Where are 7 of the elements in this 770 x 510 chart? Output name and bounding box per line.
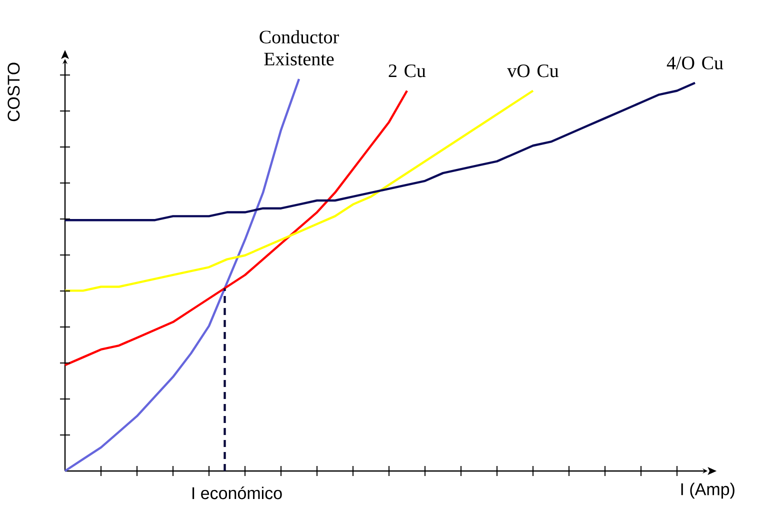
series-label: vO Cu bbox=[507, 64, 559, 78]
series-label: 4/O Cu bbox=[666, 56, 724, 70]
text: I económico bbox=[192, 486, 282, 500]
series-label: 2 Cu bbox=[388, 64, 426, 78]
series-label: Conductor Existente bbox=[260, 30, 339, 66]
y-axis-title: COSTO bbox=[8, 62, 20, 122]
x-axis-title: I (Amp) bbox=[681, 482, 734, 499]
